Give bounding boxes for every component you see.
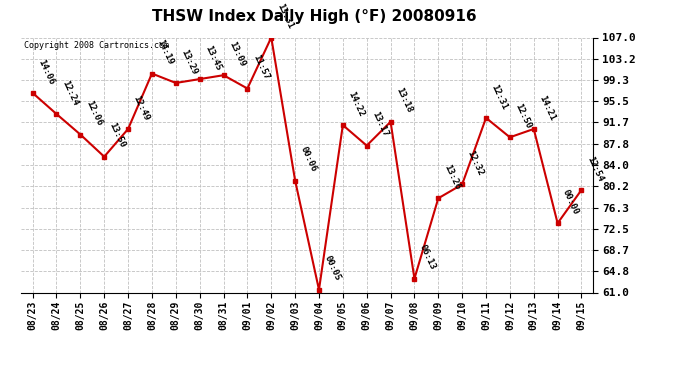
Text: THSW Index Daily High (°F) 20080916: THSW Index Daily High (°F) 20080916 bbox=[152, 9, 476, 24]
Text: 11:57: 11:57 bbox=[251, 53, 270, 81]
Text: 00:00: 00:00 bbox=[561, 188, 581, 216]
Text: 00:06: 00:06 bbox=[299, 145, 318, 173]
Text: 12:49: 12:49 bbox=[132, 94, 151, 122]
Text: Copyright 2008 Cartronics.com: Copyright 2008 Cartronics.com bbox=[23, 41, 168, 50]
Text: 13:26: 13:26 bbox=[442, 163, 462, 191]
Text: 14:21: 14:21 bbox=[538, 94, 557, 122]
Text: 14:19: 14:19 bbox=[155, 38, 175, 66]
Text: 14:06: 14:06 bbox=[36, 58, 56, 86]
Text: 13:45: 13:45 bbox=[204, 44, 223, 72]
Text: 00:05: 00:05 bbox=[322, 254, 342, 283]
Text: 13:31: 13:31 bbox=[275, 2, 295, 30]
Text: 13:17: 13:17 bbox=[371, 110, 390, 138]
Text: 12:24: 12:24 bbox=[60, 79, 79, 107]
Text: 13:09: 13:09 bbox=[227, 40, 246, 68]
Text: 12:54: 12:54 bbox=[585, 154, 604, 183]
Text: 12:32: 12:32 bbox=[466, 149, 485, 177]
Text: 06:13: 06:13 bbox=[418, 243, 437, 272]
Text: 12:31: 12:31 bbox=[490, 82, 509, 111]
Text: 13:18: 13:18 bbox=[394, 87, 414, 115]
Text: 13:50: 13:50 bbox=[108, 122, 128, 150]
Text: 14:22: 14:22 bbox=[346, 90, 366, 118]
Text: 12:06: 12:06 bbox=[84, 99, 103, 128]
Text: 12:50: 12:50 bbox=[513, 102, 533, 130]
Text: 13:29: 13:29 bbox=[179, 48, 199, 76]
